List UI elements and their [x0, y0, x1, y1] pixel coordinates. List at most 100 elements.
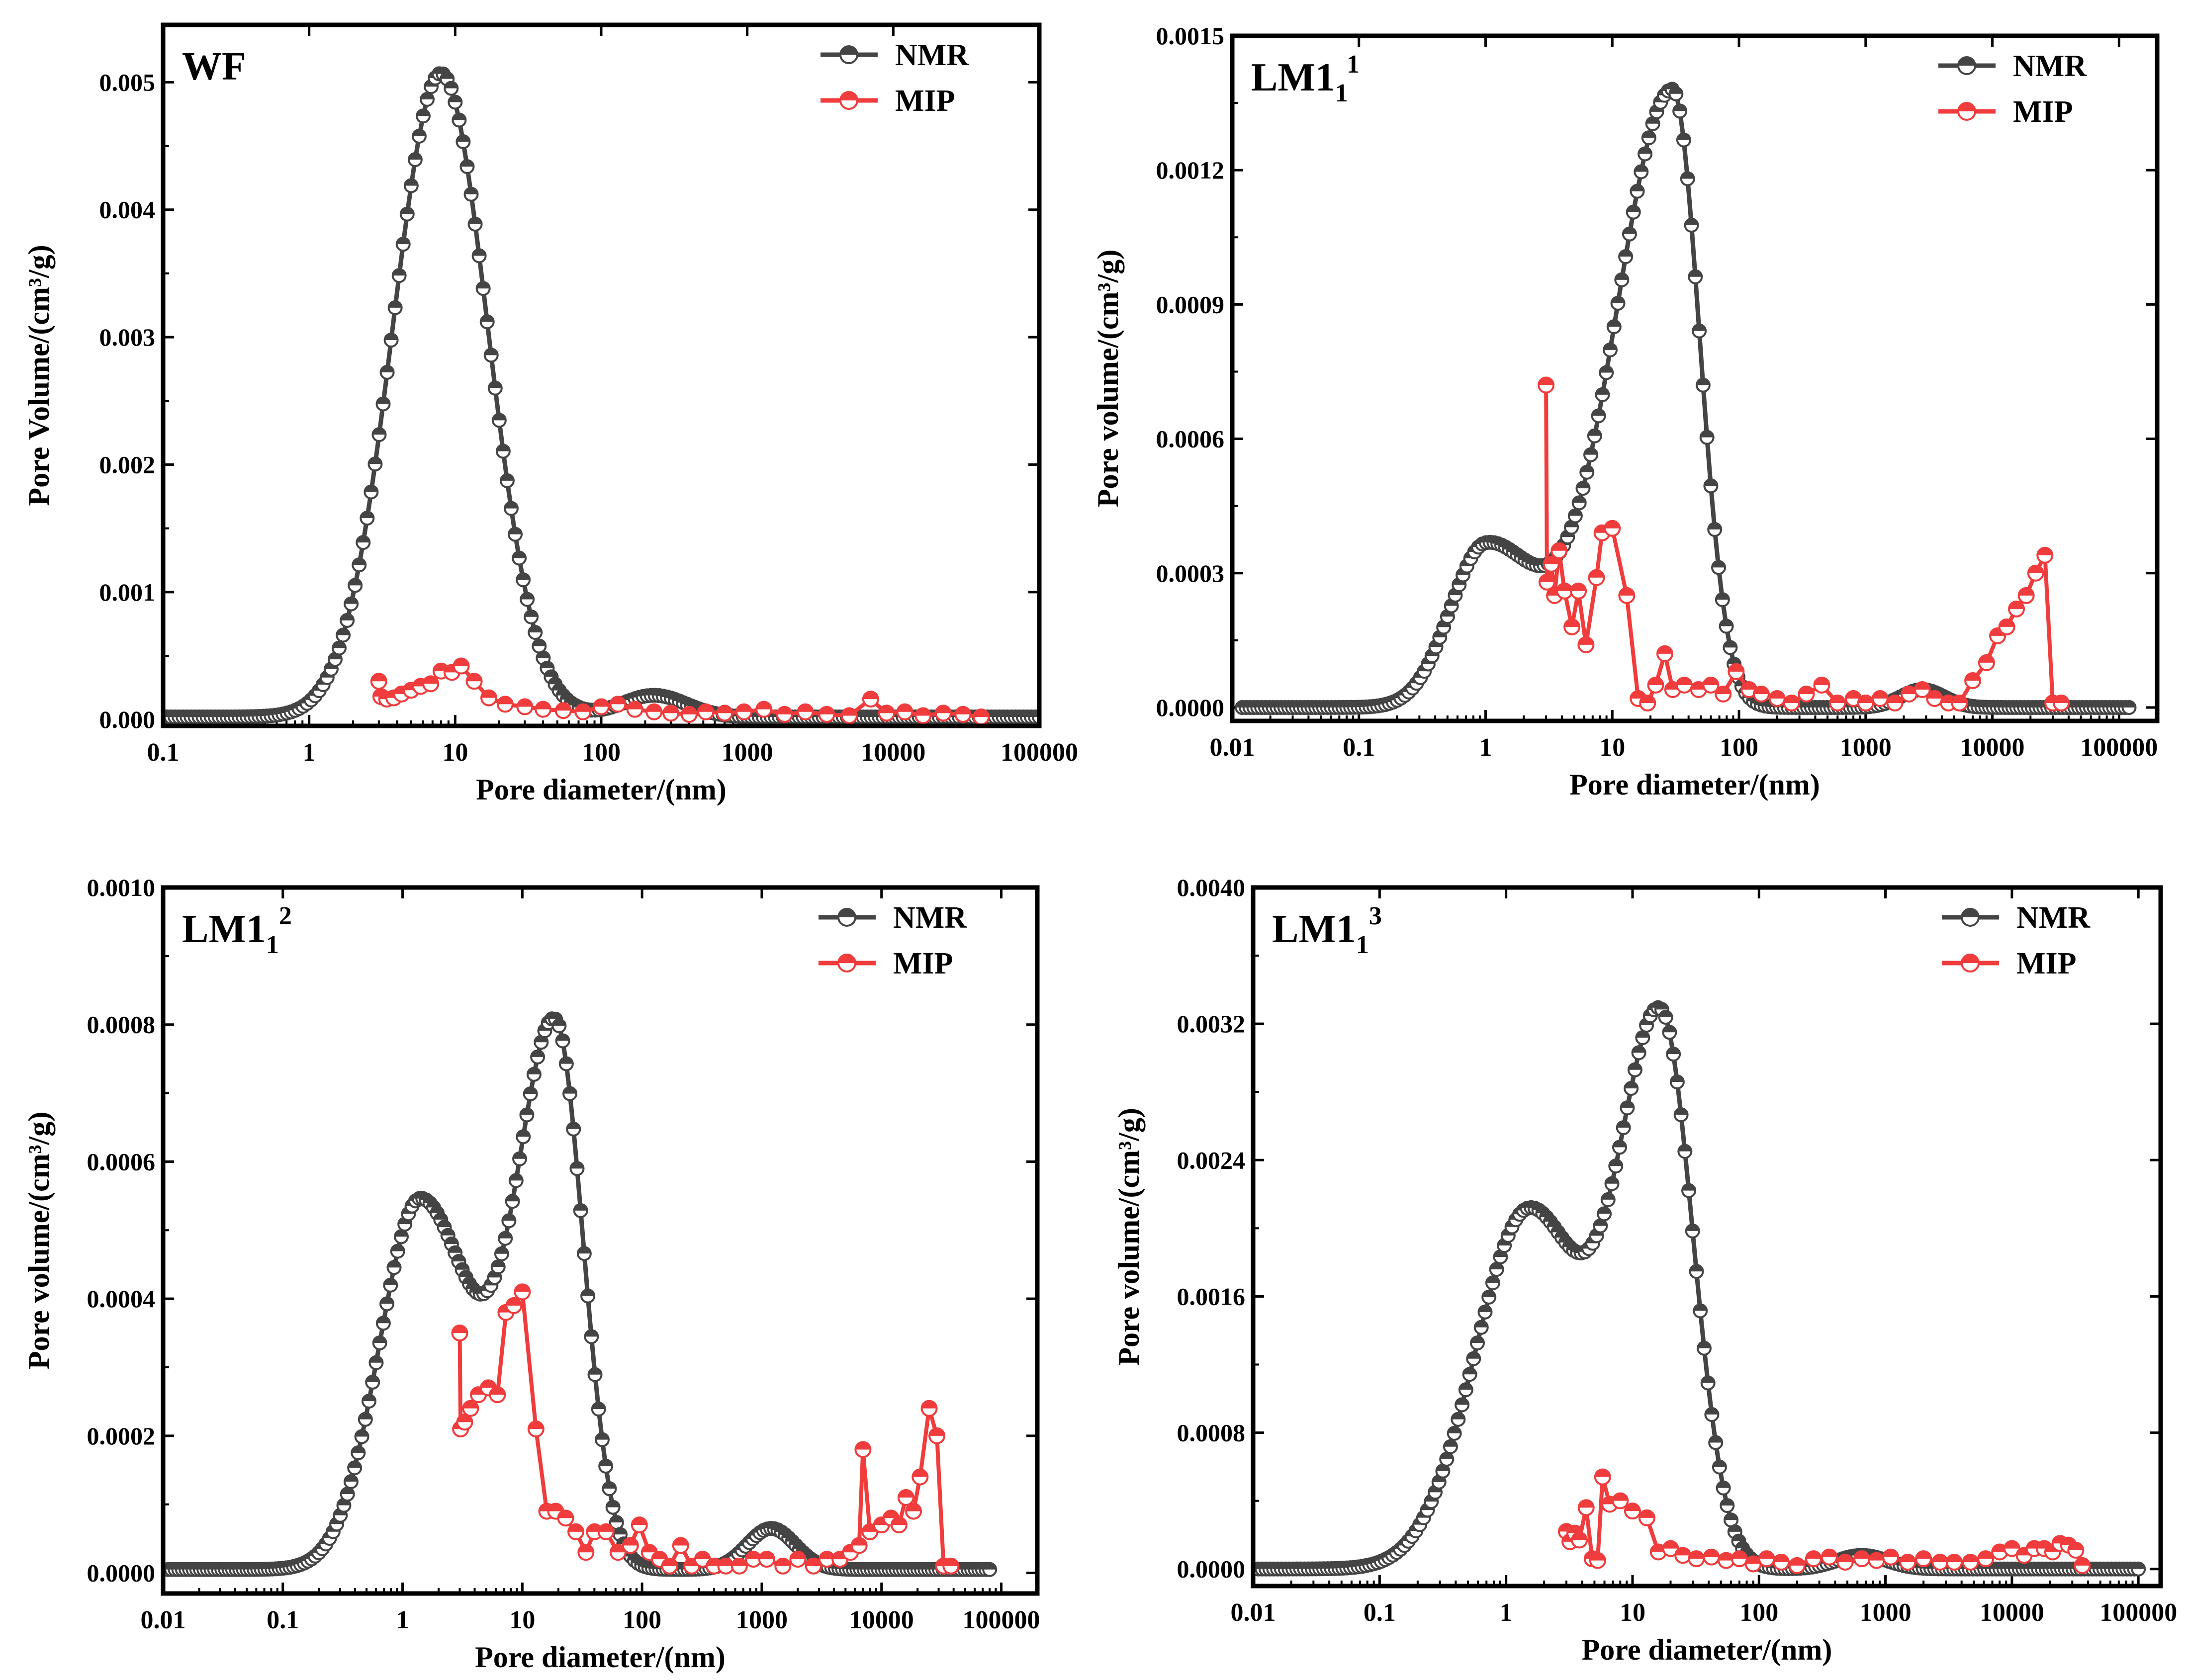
- mip-point-fill: [1648, 677, 1663, 685]
- nmr-point-fill: [599, 1459, 613, 1466]
- y-tick-label: 0.004: [99, 196, 156, 224]
- mip-point-fill: [2009, 601, 2024, 609]
- x-tick-label: 1000: [1860, 1598, 1912, 1627]
- mip-point-fill: [1704, 1549, 1719, 1557]
- mip-series: [451, 1283, 960, 1575]
- x-tick-label: 1: [1500, 1598, 1513, 1627]
- y-tick-label: 0.0009: [1156, 290, 1225, 318]
- x-axis-label: Pore diameter/(nm): [475, 1641, 726, 1674]
- nmr-point-fill: [1576, 482, 1590, 489]
- mip-point-fill: [819, 1552, 834, 1560]
- nmr-point-fill: [388, 301, 402, 308]
- x-tick-label: 10: [509, 1606, 535, 1634]
- legend-marker-nmr-fill: [840, 46, 857, 55]
- y-tick-label: 0.002: [99, 450, 156, 478]
- mip-point-fill: [1544, 556, 1559, 564]
- mip-point-fill: [1729, 664, 1744, 672]
- nmr-point-fill: [376, 397, 390, 404]
- mip-point-fill: [1900, 1555, 1915, 1563]
- mip-point-fill: [1978, 1551, 1994, 1559]
- nmr-point-fill: [361, 512, 374, 519]
- x-axis: 0.01 0.1 1 10 100 1000 10000 100000: [1231, 887, 2177, 1627]
- nmr-point-fill: [1486, 1276, 1499, 1283]
- mip-series: [370, 657, 990, 726]
- mip-point-fill: [759, 1552, 774, 1560]
- mip-point-fill: [1572, 1532, 1587, 1540]
- nmr-point-fill: [545, 670, 558, 677]
- legend-marker-mip-fill: [840, 92, 857, 100]
- legend-label-nmr: NMR: [2016, 901, 2091, 935]
- nmr-point-fill: [396, 238, 410, 245]
- nmr-point-fill: [359, 1413, 372, 1419]
- nmr-series: [163, 1011, 998, 1577]
- y-tick-label: 0.003: [99, 323, 156, 351]
- x-tick-label: 100: [1739, 1598, 1778, 1627]
- nmr-point-fill: [452, 1255, 465, 1262]
- nmr-point-fill: [369, 1356, 383, 1363]
- nmr-point-fill: [509, 528, 522, 534]
- x-tick-label: 100: [582, 738, 621, 767]
- mip-point-fill: [1745, 1556, 1761, 1564]
- mip-point-fill: [646, 704, 662, 712]
- nmr-point-fill: [1642, 131, 1655, 138]
- nmr-point-fill: [416, 109, 430, 116]
- x-tick-label: 100000: [1001, 738, 1078, 767]
- nmr-point-fill: [1720, 619, 1733, 626]
- mip-point-fill: [681, 707, 697, 714]
- mip-point-fill: [1759, 1551, 1774, 1559]
- nmr-point-fill: [400, 207, 414, 214]
- mip-point-fill: [1625, 1503, 1640, 1511]
- nmr-point-fill: [499, 1232, 512, 1238]
- nmr-point-fill: [1572, 496, 1586, 503]
- nmr-point-fill: [1673, 104, 1687, 111]
- y-tick-label: 0.0015: [1156, 22, 1225, 50]
- mip-point-fill: [955, 707, 971, 714]
- x-axis-label: Pore diameter/(nm): [1582, 1633, 1832, 1666]
- nmr-point-fill: [552, 1019, 566, 1026]
- x-tick-label: 10000: [861, 738, 925, 767]
- mip-point-fill: [623, 1538, 638, 1546]
- mip-point-fill: [1741, 682, 1757, 690]
- nmr-point-fill: [529, 626, 542, 633]
- mip-point-fill: [2037, 547, 2053, 555]
- nmr-point-fill: [1482, 1290, 1496, 1297]
- mip-point-fill: [1590, 1553, 1605, 1561]
- mip-point-fill: [718, 1558, 733, 1566]
- nmr-point-fill: [1667, 1048, 1680, 1055]
- mip-point-fill: [568, 1524, 584, 1532]
- nmr-point-fill: [1596, 388, 1609, 395]
- nmr-point-fill: [1609, 1159, 1623, 1166]
- x-tick-label: 1000: [722, 738, 773, 767]
- nmr-point-fill: [345, 597, 358, 604]
- mip-point-fill: [736, 704, 752, 712]
- x-tick-label: 0.01: [141, 1606, 186, 1634]
- nmr-point-fill: [1627, 205, 1640, 212]
- mip-point-fill: [1789, 1558, 1805, 1566]
- y-tick-label: 0.0012: [1156, 156, 1225, 184]
- plot-frame: [161, 22, 1042, 728]
- y-tick-label: 0.0008: [87, 1011, 156, 1039]
- nmr-point-fill: [1452, 1413, 1465, 1419]
- legend-marker-mip-fill: [1958, 103, 1975, 111]
- nmr-point-fill: [1694, 1304, 1707, 1311]
- mip-point-fill: [1774, 1555, 1789, 1563]
- mip-point-fill: [1830, 695, 1845, 703]
- mip-point-fill: [1963, 1555, 1978, 1563]
- y-axis: 0.0000 0.0002 0.0004 0.0006 0.0008 0.0010: [87, 874, 1037, 1587]
- nmr-point-fill: [1659, 1011, 1672, 1018]
- nmr-point-fill: [1655, 1003, 1668, 1010]
- mip-point-fill: [610, 697, 626, 705]
- mip-point-fill: [777, 707, 792, 714]
- mip-point-fill: [2018, 588, 2034, 596]
- nmr-point-fill: [408, 153, 422, 160]
- mip-point-fill: [912, 1469, 928, 1477]
- nmr-point-fill: [1709, 1436, 1723, 1443]
- nmr-point-fill: [521, 593, 534, 600]
- x-tick-label: 10: [442, 738, 468, 767]
- y-tick-label: 0.0024: [1177, 1146, 1246, 1174]
- x-tick-label: 0.1: [1343, 733, 1375, 762]
- x-tick-label: 10000: [1980, 1598, 2044, 1627]
- nmr-point-fill: [1663, 1026, 1676, 1033]
- x-axis: 0.01 0.1 1 10 100 1000 10000 100000: [141, 887, 1040, 1634]
- nmr-point-fill: [357, 536, 370, 543]
